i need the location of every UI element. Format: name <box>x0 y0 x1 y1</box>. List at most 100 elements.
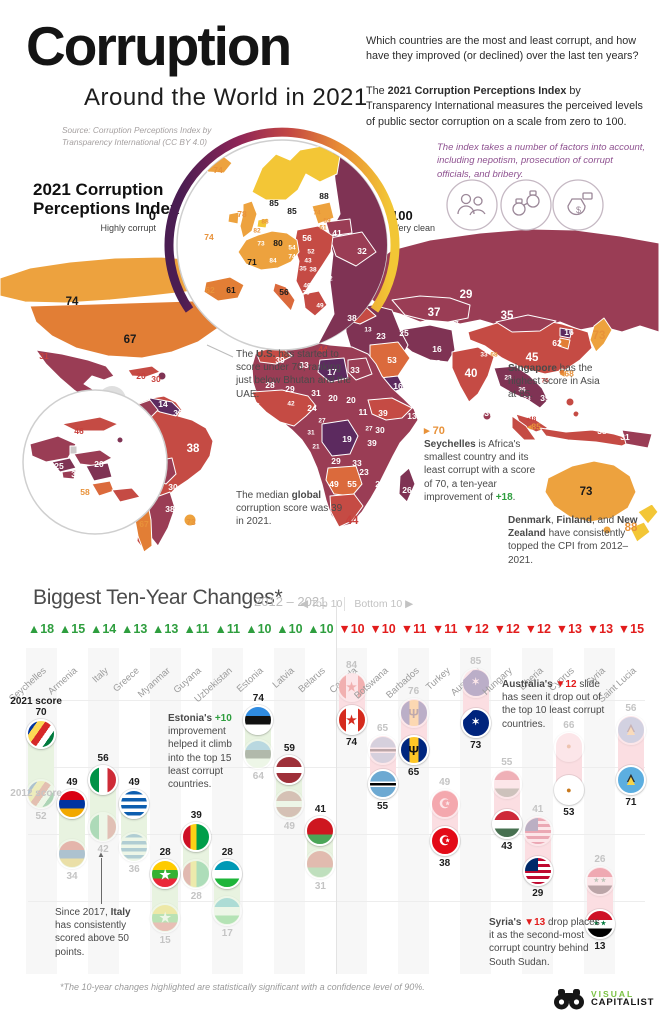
flag-emblem: ☪ <box>438 796 451 812</box>
map-score-label: 36 <box>132 458 142 468</box>
map-score-label: 11 <box>358 407 368 417</box>
map-score-label: 30 <box>153 467 163 477</box>
map-score-label: 23 <box>523 395 531 403</box>
map-score-label: 14 <box>158 399 168 409</box>
column-stripe <box>25 648 57 974</box>
score-label: 74 <box>252 693 264 705</box>
us-annotation: The U.S. has started to score under 70, … <box>236 349 352 400</box>
flag-greece <box>119 832 150 863</box>
map-score-label: 20 <box>136 371 146 381</box>
binoculars-icon <box>554 989 584 1010</box>
toggle-top10[interactable]: ◀ Top 10 <box>300 598 343 610</box>
flag-emblem: ★ ★ <box>593 877 607 884</box>
map-score-label: 13 <box>364 326 372 334</box>
map-score-label: 80 <box>273 238 283 248</box>
flag-seychelles <box>26 718 56 749</box>
map-score-label: 23 <box>359 467 369 477</box>
score-label: 28 <box>221 847 233 859</box>
map-score-label: 52 <box>307 248 315 256</box>
change-badge: ▲11 <box>183 622 210 636</box>
map-score-labels: 74 67 31 20 30 14 39 39 36 36 30 30 38 67 38 73 46 23 25 34… <box>39 165 637 534</box>
map-score-label: 33 <box>577 412 587 422</box>
map-score-label: 42 <box>325 275 333 283</box>
map-score-label: 36 <box>277 421 287 431</box>
factors-note: The index takes a number of factors into… <box>437 142 646 180</box>
map-score-label: 55 <box>347 479 357 489</box>
map-score-label: 27 <box>365 425 373 433</box>
map-score-label: 38 <box>597 426 607 436</box>
logo-line2: CAPITALIST <box>591 997 655 1009</box>
score-label: 56 <box>625 703 637 715</box>
flag-armenia <box>57 788 88 819</box>
score-label: 49 <box>66 776 78 788</box>
flag-italy <box>88 765 119 796</box>
chart-title: Biggest Ten-Year Changes* <box>33 586 283 609</box>
flag-emblem: ● <box>566 741 572 752</box>
map-score-label: 82 <box>253 227 261 235</box>
map-score-label: 28 <box>265 380 275 390</box>
map-score-label: 61 <box>319 224 327 232</box>
score-label: 55 <box>501 756 513 768</box>
flag-latvia <box>274 755 305 786</box>
flag-australia: ✶ <box>460 708 491 739</box>
map-score-label: 67 <box>139 519 149 529</box>
change-badge: ▼15 <box>617 622 645 636</box>
flag-emblem: ✶ <box>471 677 480 689</box>
map-score-label: 30 <box>151 374 161 384</box>
map-score-label: 40 <box>464 368 478 380</box>
score-label: 59 <box>283 743 295 755</box>
map-score-label: 61 <box>226 285 236 295</box>
change-badge: ▼11 <box>431 622 458 636</box>
flag-turkey: ☪ <box>429 788 460 819</box>
map-score-label: 41 <box>332 228 342 238</box>
flag-emblem: ● <box>566 784 572 795</box>
map-score-label: 27 <box>318 417 326 425</box>
source-note: Source: Corruption Perceptions Index by … <box>62 125 212 148</box>
score-label: 41 <box>532 803 544 815</box>
map-score-label: 33 <box>480 351 488 359</box>
map-score-label: 84 <box>269 257 277 265</box>
flag-liberia <box>522 815 553 846</box>
score-label: 65 <box>376 723 389 735</box>
map-score-label: 30 <box>375 425 385 435</box>
map-score-label: 20 <box>346 395 356 405</box>
change-badge: ▼10 <box>338 622 365 636</box>
score-label: 56 <box>97 753 109 765</box>
map-score-label: 31 <box>311 388 321 398</box>
map-score-label: 29 <box>263 417 271 425</box>
flag-myanmar: ★ <box>150 859 181 890</box>
italy-arrow-line <box>101 858 102 904</box>
map-score-label: 39 <box>367 438 377 448</box>
map-score-label: 31 <box>39 351 49 361</box>
map-score-label: 25 <box>54 461 64 471</box>
map-legend-title: 2021 Corruption Perceptions Index <box>33 180 180 219</box>
score-label: 65 <box>408 767 420 779</box>
flag-syria: ★ ★ <box>584 865 615 896</box>
map-score-label: 38 <box>347 313 357 323</box>
map-score-label: 34 <box>257 411 265 419</box>
intro-description: The 2021 Corruption Perceptions Index by… <box>366 85 643 128</box>
flag-myanmar: ★ <box>150 902 181 933</box>
chart-footnote: *The 10-year changes highlighted are sta… <box>60 982 425 992</box>
flag-latvia <box>274 788 305 819</box>
flag-canada: ★ <box>336 705 367 736</box>
australia-annotation: Australia's ▼12 slide has seen it drop o… <box>502 679 605 730</box>
map-score-label: 46 <box>74 426 84 436</box>
map-score-label: 85 <box>287 206 297 216</box>
map-score-label: 29 <box>285 384 295 394</box>
map-score-label: 24 <box>307 403 317 413</box>
change-badge: ▼12 <box>493 622 520 636</box>
map-score-label: 76 <box>541 377 549 385</box>
flag-emblem: ★ <box>159 866 172 882</box>
map-score-label: 36 <box>518 386 526 394</box>
change-badge: ▼12 <box>524 622 551 636</box>
scale-min-value: 0 <box>148 208 156 223</box>
chart-toggle: ◀ Top 10 Bottom 10 ▶ <box>294 598 419 610</box>
map-score-label: 39 <box>275 355 285 365</box>
map-score-label: 73 <box>257 240 265 248</box>
change-badge: ▲13 <box>121 622 148 636</box>
map-score-label: 62 <box>205 285 215 295</box>
toggle-bottom10[interactable]: Bottom 10 ▶ <box>354 598 414 610</box>
flag-guyana <box>181 859 212 890</box>
score-label: 43 <box>501 840 513 852</box>
